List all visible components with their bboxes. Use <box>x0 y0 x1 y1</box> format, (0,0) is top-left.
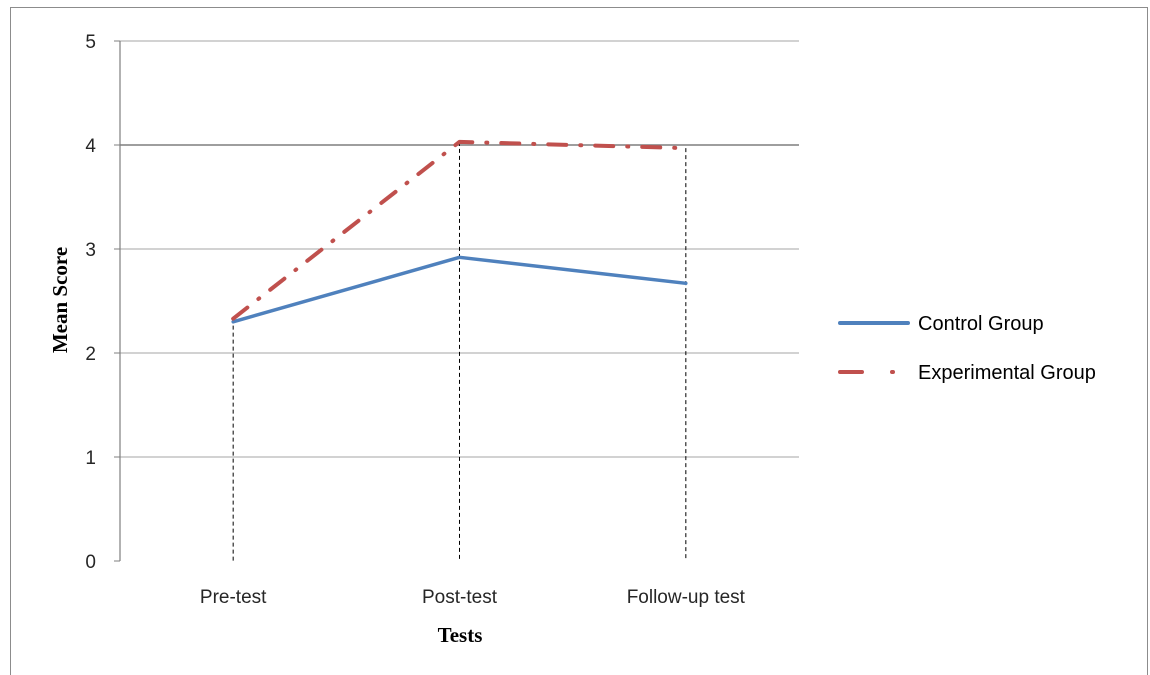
series-line <box>231 139 688 321</box>
x-tick-label: Pre-test <box>200 587 267 608</box>
legend-label: Control Group <box>918 313 1044 335</box>
series-line <box>231 255 688 324</box>
y-tick-label: 5 <box>85 32 96 53</box>
legend: Control Group Experimental Group <box>838 313 1096 384</box>
axes <box>114 40 121 562</box>
y-tick-label: 3 <box>85 240 96 261</box>
x-tick-label: Post-test <box>422 587 498 608</box>
y-axis-title: Mean Score <box>48 247 72 353</box>
y-tick-labels: 0 1 2 3 4 5 <box>85 32 96 573</box>
x-tick-labels: Pre-test Post-test Follow-up test <box>200 587 746 608</box>
y-tick-label: 1 <box>85 448 96 469</box>
y-tick-label: 2 <box>85 344 96 365</box>
y-tick-label: 4 <box>85 136 96 157</box>
series-lines <box>231 139 688 324</box>
chart-frame <box>10 7 1148 675</box>
drop-lines <box>232 141 687 561</box>
x-tick-label: Follow-up test <box>627 587 746 608</box>
legend-label: Experimental Group <box>918 362 1096 384</box>
y-tick-label: 0 <box>85 552 96 573</box>
x-axis-title: Tests <box>438 623 483 647</box>
